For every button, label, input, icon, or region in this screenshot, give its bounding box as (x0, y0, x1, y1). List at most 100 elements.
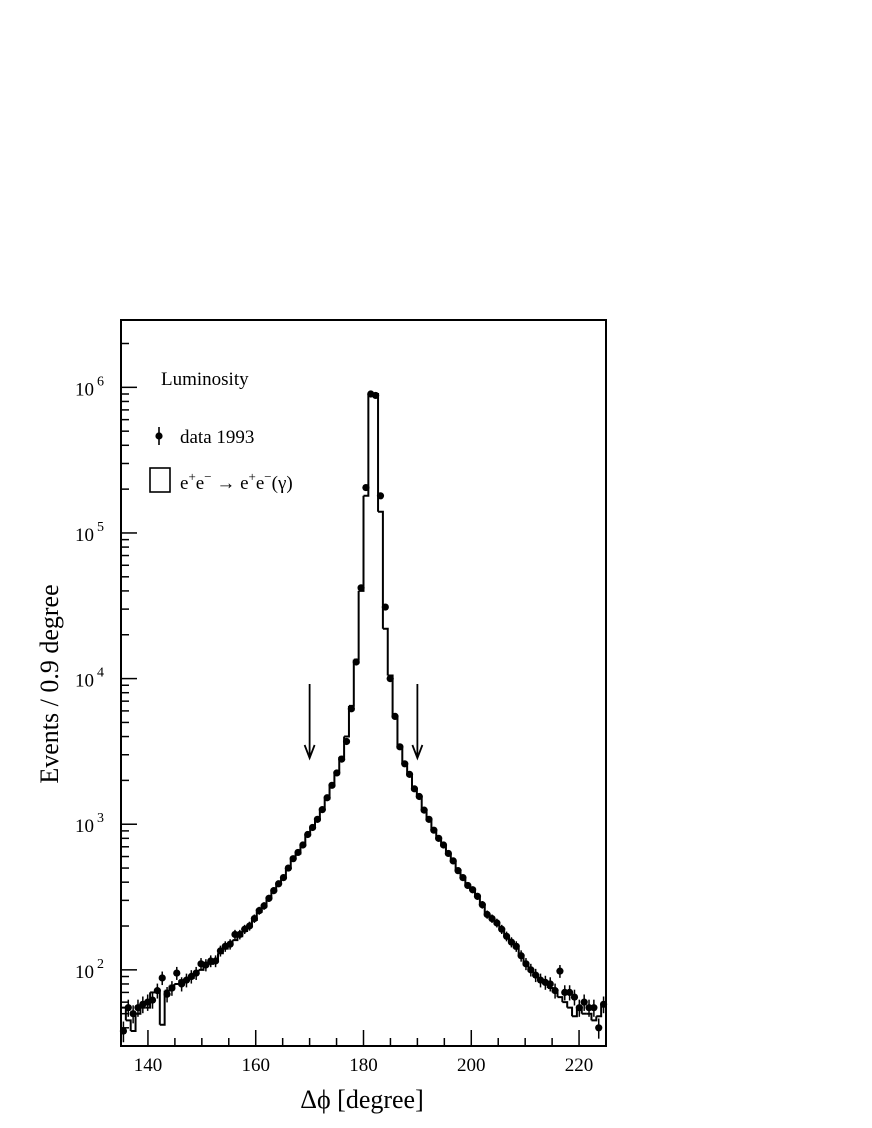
data-point (226, 940, 234, 948)
data-point (444, 849, 452, 858)
data-point (570, 993, 579, 1001)
data-point (328, 781, 336, 789)
data-point (124, 1004, 132, 1012)
data-point (469, 886, 477, 894)
data-point (304, 830, 312, 839)
mc-bin (358, 495, 365, 592)
data-point (464, 881, 472, 890)
data-point (270, 887, 278, 895)
data-point (595, 1024, 603, 1032)
legend-mc-tail: (γ) (272, 473, 293, 494)
x-tick-label: 220 (565, 1055, 594, 1076)
data-point (483, 910, 491, 919)
data-point (580, 998, 588, 1006)
mc-bin (586, 1012, 593, 1021)
data-point (517, 952, 525, 960)
data-point (163, 990, 171, 998)
y-tick-label: 10 2 (75, 957, 104, 983)
data-point (430, 826, 438, 834)
legend-data-label: data 1993 (180, 427, 254, 448)
legend-mc-e3: e (240, 473, 248, 494)
data-point (439, 841, 448, 849)
data-point (362, 483, 370, 492)
legend-mc-arrow: → (212, 473, 241, 494)
y-axis-title: Events / 0.9 degree (35, 584, 64, 783)
legend-mc-box (149, 467, 171, 493)
legend-mc-s2: − (204, 469, 211, 484)
legend-title: Luminosity (161, 369, 249, 390)
data-point (289, 855, 297, 863)
y-tick-label: 10 4 (75, 666, 104, 692)
data-point (376, 492, 385, 500)
data-point (435, 834, 443, 842)
data-point (381, 603, 389, 611)
data-point (347, 705, 355, 713)
mc-bin (392, 715, 399, 747)
mc-bin (339, 736, 346, 758)
data-point (401, 760, 409, 768)
mc-bin (232, 936, 239, 942)
data-point (129, 1010, 137, 1018)
data-point (478, 901, 486, 909)
data-point (551, 987, 559, 995)
data-point (527, 966, 535, 974)
data-point (202, 961, 210, 969)
data-point (532, 971, 540, 979)
data-point (405, 770, 414, 778)
data-point (323, 794, 331, 802)
mc-bin (373, 393, 380, 512)
mc-bin (130, 1013, 137, 1033)
data-point (498, 925, 506, 933)
data-point (265, 894, 273, 902)
mc-bin (159, 990, 166, 1026)
legend-mc-s1: + (188, 469, 195, 484)
mc-bin (567, 1006, 574, 1017)
data-point (454, 867, 462, 875)
data-point (342, 737, 351, 746)
x-tick-label: 160 (241, 1055, 270, 1076)
legend-mc-label: e+e− → e+e−(γ) (180, 469, 293, 494)
data-point (333, 769, 341, 777)
data-point (153, 987, 161, 995)
mc-bin (557, 996, 564, 1003)
data-point (507, 938, 516, 946)
cut-arrow-head (303, 744, 316, 761)
mc-bin (348, 659, 355, 707)
data-point (391, 712, 399, 721)
data-point (410, 785, 419, 793)
data-point (308, 823, 317, 832)
x-tick-label: 180 (349, 1055, 378, 1076)
data-point (502, 932, 511, 940)
data-point (299, 841, 307, 849)
mc-bin (596, 1004, 603, 1018)
data-point (260, 902, 268, 910)
data-point (294, 848, 302, 857)
data-point (275, 880, 283, 888)
data-point (255, 907, 263, 915)
data-point (211, 957, 220, 965)
legend-mc-s3: + (249, 469, 256, 484)
mc-bin (378, 510, 384, 629)
data-point (396, 743, 404, 751)
data-point (338, 755, 346, 763)
legend-mc-e1: e (180, 473, 188, 494)
data-point (250, 914, 258, 923)
data-point (575, 1004, 583, 1012)
data-point (216, 947, 225, 955)
mc-bin (344, 705, 350, 738)
cut-arrow-head (411, 744, 424, 761)
legend-data-marker (155, 427, 163, 445)
legend: Luminosity data 1993 e+e− → e+e−(γ) (149, 369, 293, 494)
mc-bin (353, 590, 360, 661)
y-tick-label: 10 3 (75, 811, 104, 837)
data-point (357, 584, 365, 592)
data-point (279, 874, 288, 882)
data-point (192, 969, 200, 977)
data-points-layer (119, 390, 608, 1043)
y-tick-label: 10 6 (75, 374, 104, 400)
x-tick-label: 140 (134, 1055, 163, 1076)
data-point (284, 864, 292, 872)
data-point (522, 960, 530, 968)
data-point (566, 988, 574, 997)
